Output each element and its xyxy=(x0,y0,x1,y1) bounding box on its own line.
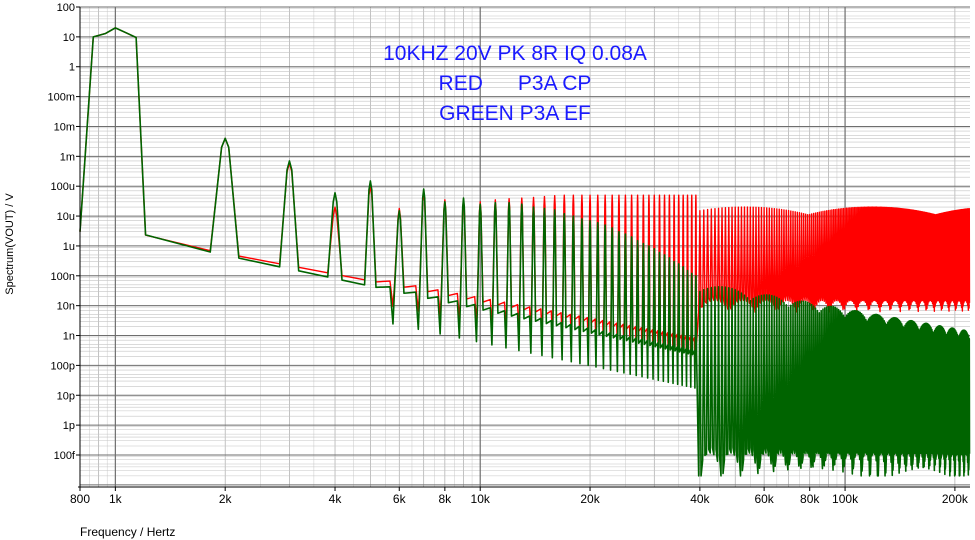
y-tick-label: 10n xyxy=(57,301,75,313)
x-tick-label: 20k xyxy=(580,492,600,506)
y-tick-label: 100u xyxy=(51,181,75,193)
annotation-title: 10KHZ 20V PK 8R IQ 0.08A xyxy=(383,42,647,65)
annotation-green-legend: GREEN P3A EF xyxy=(439,102,591,125)
y-tick-label: 100n xyxy=(51,271,75,283)
x-axis-label: Frequency / Hertz xyxy=(80,525,176,539)
y-tick-labels: 100 10 1 100m 10m 1m 100u 10u 1u 100n 10n 1n 100p 10p… xyxy=(47,2,80,462)
x-tick-label: 800 xyxy=(70,492,90,506)
x-tick-label: 10k xyxy=(471,492,491,506)
y-tick-label: 10u xyxy=(57,211,75,223)
y-tick-label: 100m xyxy=(47,92,75,104)
y-tick-label: 10m xyxy=(54,121,75,133)
x-tick-label: 1k xyxy=(109,492,123,506)
x-tick-label: 60k xyxy=(754,492,774,506)
y-tick-label: 100p xyxy=(51,360,75,372)
y-tick-label: 1 xyxy=(69,62,75,74)
minor-gridlines xyxy=(79,7,970,487)
series-curves xyxy=(79,27,971,477)
y-tick-label: 10p xyxy=(57,390,75,402)
y-tick-label: 1m xyxy=(60,151,75,163)
y-tick-label: 1p xyxy=(63,420,75,432)
x-tick-label: 6k xyxy=(393,492,407,506)
y-axis-label: Spectrum(VOUT) / V xyxy=(4,193,16,295)
y-tick-label: 100f xyxy=(54,450,76,462)
x-tick-label: 200k xyxy=(942,492,969,506)
y-tick-label: 10 xyxy=(63,32,75,44)
x-tick-label: 40k xyxy=(690,492,710,506)
x-tick-labels: 800 1k 2k 4k 6k 8k 10k 20k 40k 60k 80k 100k 200k xyxy=(70,487,969,506)
x-tick-label: 4k xyxy=(329,492,343,506)
x-tick-label: 2k xyxy=(219,492,233,506)
y-tick-label: 100 xyxy=(57,2,75,14)
annotation-red-legend: RED P3A CP xyxy=(438,72,592,95)
series-green-line xyxy=(79,27,971,477)
y-tick-label: 1n xyxy=(63,331,75,343)
x-tick-label: 100k xyxy=(832,492,859,506)
x-tick-label: 80k xyxy=(800,492,820,506)
y-tick-label: 1u xyxy=(63,241,75,253)
x-tick-label: 8k xyxy=(439,492,453,506)
